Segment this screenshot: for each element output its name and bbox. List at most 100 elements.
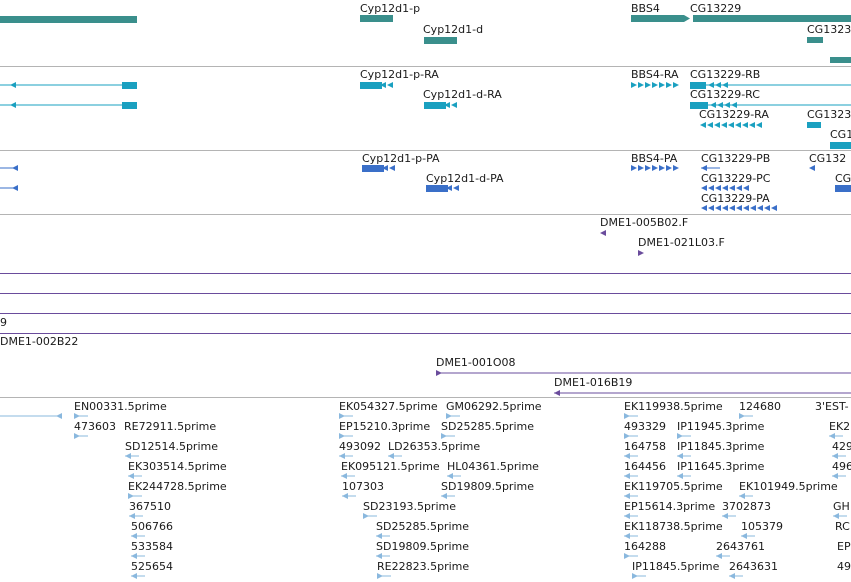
strand-arrow[interactable] (728, 122, 734, 128)
protein-block[interactable] (835, 185, 851, 192)
gene-bar[interactable] (0, 16, 137, 23)
protein-label[interactable]: Cyp12d1-p-PA (362, 152, 440, 165)
transcript-label[interactable]: BBS4-RA (631, 68, 679, 81)
est-label[interactable]: 2643761 (716, 540, 765, 553)
clone-label[interactable]: DME1-001O08 (436, 356, 516, 369)
est-label[interactable]: GH (833, 500, 850, 513)
protein-label[interactable]: Cyp12d1-d-PA (426, 172, 504, 185)
strand-arrow[interactable] (645, 82, 651, 88)
est-label[interactable]: EK2 (829, 420, 851, 433)
gene-bar[interactable] (830, 57, 851, 63)
strand-arrow[interactable] (757, 205, 763, 211)
est-label[interactable]: IP11845.3prime (677, 440, 765, 453)
clone-label[interactable]: DME1-002B22 (0, 335, 79, 348)
strand-arrow[interactable] (10, 82, 16, 88)
est-label[interactable]: 525654 (131, 560, 173, 573)
protein-block[interactable] (362, 165, 384, 172)
est-label[interactable]: EK095121.5prime (341, 460, 440, 473)
strand-arrow[interactable] (451, 102, 457, 108)
strand-arrow[interactable] (701, 185, 707, 191)
strand-arrow[interactable] (715, 185, 721, 191)
est-label[interactable]: EP15614.3prime (624, 500, 716, 513)
transcript-exon[interactable] (690, 102, 708, 109)
est-label[interactable]: 164288 (624, 540, 666, 553)
clone-label[interactable]: 9 (0, 316, 7, 329)
strand-arrow[interactable] (743, 205, 749, 211)
est-label[interactable]: EP (837, 540, 851, 553)
est-label[interactable]: 107303 (342, 480, 384, 493)
est-label[interactable]: 164456 (624, 460, 666, 473)
strand-arrow[interactable] (715, 205, 721, 211)
est-label[interactable]: LD26353.5prime (388, 440, 481, 453)
protein-label[interactable]: BBS4-PA (631, 152, 678, 165)
est-label[interactable]: RE72911.5prime (124, 420, 217, 433)
protein-label[interactable]: CG13229-PA (701, 192, 770, 205)
est-label[interactable]: SD19809.5prime (376, 540, 469, 553)
gene-bar[interactable] (631, 15, 684, 22)
est-label[interactable]: EK119938.5prime (624, 400, 723, 413)
transcript-exon[interactable] (830, 142, 851, 149)
est-label[interactable]: 473603 (74, 420, 116, 433)
transcript-exon[interactable] (424, 102, 446, 109)
est-label[interactable]: 533584 (131, 540, 173, 553)
transcript-label[interactable]: Cyp12d1-p-RA (360, 68, 439, 81)
strand-arrow[interactable] (453, 185, 459, 191)
transcript-label[interactable]: CG13229-RB (690, 68, 761, 81)
protein-label[interactable]: CG132 (809, 152, 847, 165)
protein-block[interactable] (426, 185, 448, 192)
strand-arrow[interactable] (380, 82, 386, 88)
strand-arrow[interactable] (729, 205, 735, 211)
est-label[interactable]: EK118738.5prime (624, 520, 723, 533)
est-label[interactable]: 429 (832, 440, 851, 453)
strand-arrow[interactable] (736, 205, 742, 211)
est-label[interactable]: 367510 (129, 500, 171, 513)
strand-arrow[interactable] (735, 122, 741, 128)
strand-arrow[interactable] (631, 82, 637, 88)
est-label[interactable]: EK303514.5prime (128, 460, 227, 473)
strand-arrow[interactable] (389, 165, 395, 171)
est-label[interactable]: 3'EST- (815, 400, 849, 413)
strand-arrow[interactable] (764, 205, 770, 211)
strand-arrow[interactable] (382, 165, 388, 171)
strand-arrow[interactable] (731, 102, 737, 108)
est-label[interactable]: 3702873 (722, 500, 771, 513)
strand-arrow[interactable] (12, 165, 18, 171)
strand-arrow[interactable] (710, 102, 716, 108)
strand-arrow[interactable] (444, 102, 450, 108)
est-label[interactable]: EK244728.5prime (128, 480, 227, 493)
transcript-exon[interactable] (360, 82, 382, 89)
strand-arrow[interactable] (724, 102, 730, 108)
est-label[interactable]: SD19809.5prime (441, 480, 534, 493)
strand-arrow[interactable] (446, 185, 452, 191)
clone-marker[interactable] (638, 250, 644, 256)
strand-arrow[interactable] (809, 165, 815, 171)
est-label[interactable]: 124680 (739, 400, 781, 413)
strand-arrow[interactable] (708, 82, 714, 88)
strand-arrow[interactable] (673, 165, 679, 171)
strand-arrow[interactable] (729, 185, 735, 191)
est-label[interactable]: HL04361.5prime (447, 460, 539, 473)
protein-label[interactable]: CG13229-PC (701, 172, 771, 185)
gene-bar[interactable] (693, 15, 851, 22)
est-label[interactable]: EP15210.3prime (339, 420, 431, 433)
est-label[interactable]: GM06292.5prime (446, 400, 542, 413)
strand-arrow[interactable] (771, 205, 777, 211)
est-label[interactable]: 2643631 (729, 560, 778, 573)
strand-arrow[interactable] (659, 82, 665, 88)
est-label[interactable]: EN00331.5prime (74, 400, 167, 413)
est-label[interactable]: IP11945.3prime (677, 420, 765, 433)
est-label[interactable]: 506766 (131, 520, 173, 533)
strand-arrow[interactable] (707, 122, 713, 128)
strand-arrow[interactable] (721, 122, 727, 128)
gene-bar[interactable] (424, 37, 457, 44)
transcript-exon[interactable] (690, 82, 706, 89)
gene-label[interactable]: CG13229 (690, 2, 742, 15)
transcript-exon[interactable] (122, 82, 137, 89)
est-label[interactable]: IP11645.3prime (677, 460, 765, 473)
est-label[interactable]: 493329 (624, 420, 666, 433)
strand-arrow[interactable] (638, 82, 644, 88)
transcript-label[interactable]: CG13229-RA (699, 108, 769, 121)
est-marker[interactable] (56, 413, 62, 419)
strand-arrow[interactable] (714, 122, 720, 128)
est-label[interactable]: EK119705.5prime (624, 480, 723, 493)
